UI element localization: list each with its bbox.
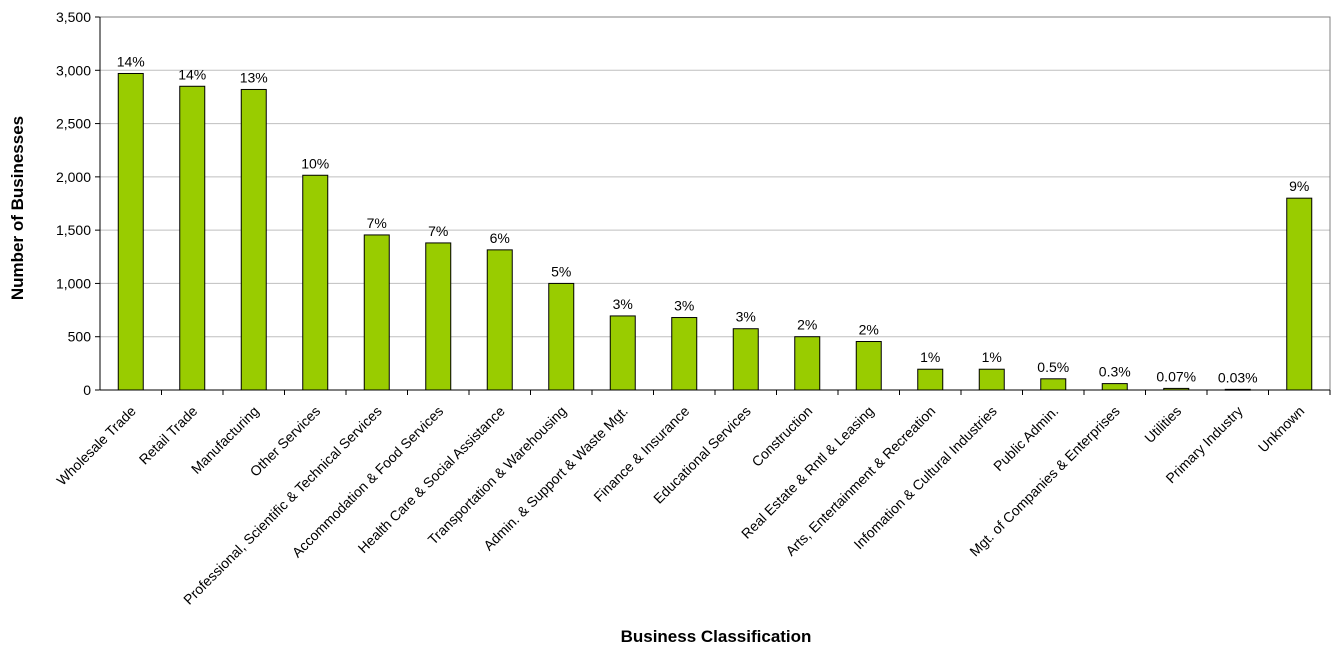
x-tick-label: Construction: [748, 403, 815, 470]
bar: [855, 341, 882, 391]
bar: [1040, 378, 1067, 391]
y-tick-label: 0: [83, 382, 91, 398]
y-tick-label: 3,500: [56, 9, 91, 25]
bar: [732, 328, 759, 391]
data-label: 6%: [490, 230, 510, 246]
bar: [978, 368, 1005, 391]
y-tick-label: 1,500: [56, 222, 91, 238]
data-label: 13%: [240, 69, 268, 85]
data-label: 0.03%: [1218, 369, 1258, 385]
bar: [117, 72, 144, 391]
y-axis-title: Number of Businesses: [8, 115, 27, 301]
x-tick-label: Retail Trade: [136, 403, 201, 468]
plot-area-border: [99, 16, 1331, 391]
data-label: 14%: [117, 53, 145, 69]
data-label: 1%: [920, 349, 940, 365]
y-tick-label: 1,000: [56, 275, 91, 291]
data-label: 0.3%: [1099, 364, 1131, 380]
data-label: 3%: [736, 309, 756, 325]
x-tick-label: Unknown: [1255, 403, 1308, 456]
bar: [240, 88, 267, 391]
y-tick-label: 2,500: [56, 116, 91, 132]
bar: [1101, 383, 1128, 391]
bar: [1224, 388, 1251, 391]
y-tick-label: 500: [68, 329, 92, 345]
bar: [609, 315, 636, 391]
data-label: 1%: [982, 349, 1002, 365]
bar: [1286, 197, 1313, 391]
x-tick-label: Real Estate & Rntl & Leasing: [738, 403, 877, 542]
data-label: 0.5%: [1037, 359, 1069, 375]
bar: [302, 174, 329, 391]
data-label: 2%: [797, 317, 817, 333]
bar: [425, 242, 452, 391]
data-label: 2%: [859, 322, 879, 338]
bar: [548, 282, 575, 391]
bar: [794, 336, 821, 391]
data-label: 10%: [301, 155, 329, 171]
data-label: 3%: [674, 298, 694, 314]
x-axis-title: Business Classification: [620, 627, 812, 646]
data-label: 7%: [367, 215, 387, 231]
data-label: 5%: [551, 263, 571, 279]
data-label: 9%: [1289, 178, 1309, 194]
y-tick-label: 3,000: [56, 62, 91, 78]
bar: [363, 234, 390, 391]
bar: [671, 317, 698, 391]
x-tick-label: Wholesale Trade: [53, 403, 139, 489]
data-label: 0.07%: [1156, 368, 1196, 384]
bar: [917, 368, 944, 391]
bar: [1163, 387, 1190, 391]
data-label: 14%: [178, 66, 206, 82]
bar: [179, 85, 206, 391]
x-tick-label: Utilities: [1141, 403, 1184, 446]
data-label: 3%: [613, 296, 633, 312]
bar: [486, 249, 513, 391]
data-label: 7%: [428, 223, 448, 239]
y-tick-label: 2,000: [56, 169, 91, 185]
